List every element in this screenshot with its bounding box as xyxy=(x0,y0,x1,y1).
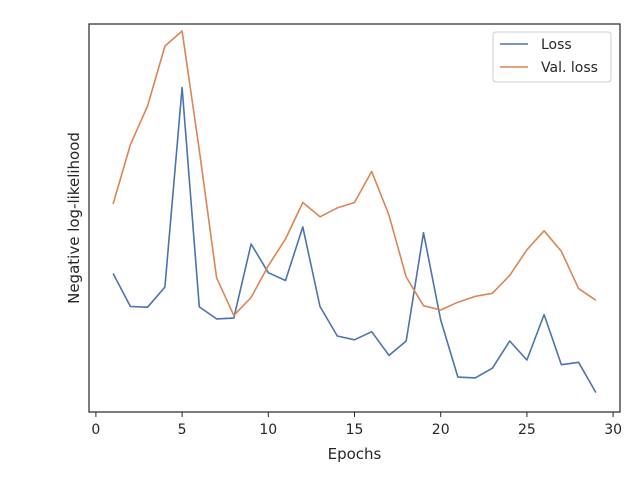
x-tick-label: 0 xyxy=(91,422,100,438)
series-line-1 xyxy=(112,30,597,317)
series-line-0 xyxy=(112,86,597,393)
y-axis-label: Negative log-likelihood xyxy=(65,132,83,304)
x-tick-label: 20 xyxy=(432,422,450,438)
x-axis-ticks: 0 5 10 15 20 25 30 xyxy=(91,412,622,438)
plot-lines xyxy=(112,30,597,393)
legend-label-0: Loss xyxy=(541,37,572,53)
x-tick-label: 5 xyxy=(178,422,187,438)
x-tick-label: 10 xyxy=(259,422,277,438)
x-tick-label: 30 xyxy=(604,422,622,438)
x-tick-label: 15 xyxy=(346,422,364,438)
legend-label-1: Val. loss xyxy=(541,60,598,76)
x-axis-label: Epochs xyxy=(328,445,382,463)
legend: Loss Val. loss xyxy=(492,31,612,83)
x-tick-label: 25 xyxy=(518,422,536,438)
